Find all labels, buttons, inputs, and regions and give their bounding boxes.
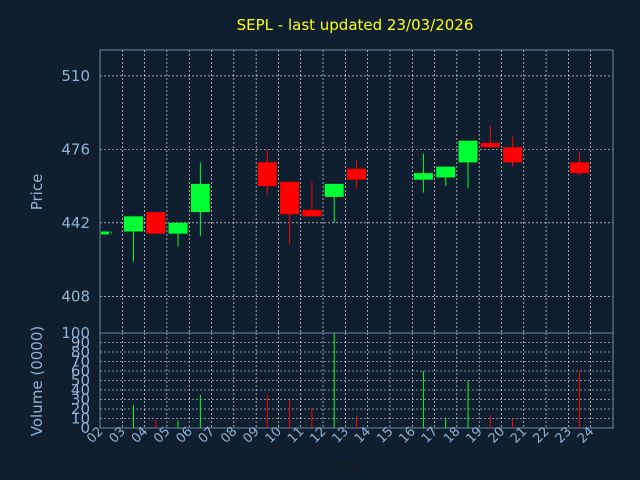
price-grid bbox=[100, 50, 613, 333]
candle-body bbox=[480, 142, 500, 148]
price-tick-label: 510 bbox=[61, 67, 90, 85]
volume-tick-label: 90 bbox=[71, 334, 90, 352]
price-tick-labels: 408 442 476 510 bbox=[61, 67, 90, 305]
candle-body bbox=[101, 231, 109, 235]
volume-bars bbox=[132, 333, 581, 428]
volume-tick-label: 20 bbox=[71, 400, 90, 418]
candle-body bbox=[168, 222, 188, 234]
volume-tick-label: 10 bbox=[71, 410, 90, 428]
x-axis-label: Day bbox=[334, 459, 362, 475]
candle-body bbox=[347, 168, 366, 180]
volume-tick-label: 0 bbox=[80, 419, 90, 437]
candle-body bbox=[436, 166, 456, 178]
volume-tick-label: 40 bbox=[71, 381, 90, 399]
volume-axis-label: Volume (0000) bbox=[28, 326, 46, 436]
volume-tick-label: 60 bbox=[71, 362, 90, 380]
candle-body bbox=[324, 183, 344, 197]
price-tick-label: 442 bbox=[61, 214, 90, 232]
candle-body bbox=[190, 183, 210, 213]
volume-tick-label: 70 bbox=[71, 353, 90, 371]
candle-body bbox=[257, 162, 277, 187]
candle-body bbox=[123, 216, 143, 232]
volume-tick-label: 100 bbox=[61, 324, 90, 342]
candle-body bbox=[302, 209, 322, 217]
x-tick-labels: 02 03 04 05 06 07 08 09 10 11 12 13 14 15 16 17 18 19 20 21… bbox=[84, 424, 597, 446]
candle-body bbox=[503, 147, 523, 163]
candle-body bbox=[570, 162, 590, 174]
candles bbox=[101, 125, 590, 262]
price-axis-label: Price bbox=[28, 174, 46, 211]
candle-body bbox=[458, 140, 478, 163]
volume-tick-label: 30 bbox=[71, 391, 90, 409]
volume-tick-label: 50 bbox=[71, 372, 90, 390]
candle-body bbox=[280, 181, 300, 215]
chart-title: SEPL - last updated 23/03/2026 bbox=[237, 16, 474, 34]
candle-body bbox=[413, 173, 433, 180]
price-panel-frame bbox=[99, 49, 614, 334]
price-tick-label: 408 bbox=[61, 287, 90, 305]
candle-body bbox=[146, 212, 166, 234]
volume-grid bbox=[100, 332, 613, 428]
volume-tick-label: 80 bbox=[71, 343, 90, 361]
price-tick-label: 476 bbox=[61, 140, 90, 158]
